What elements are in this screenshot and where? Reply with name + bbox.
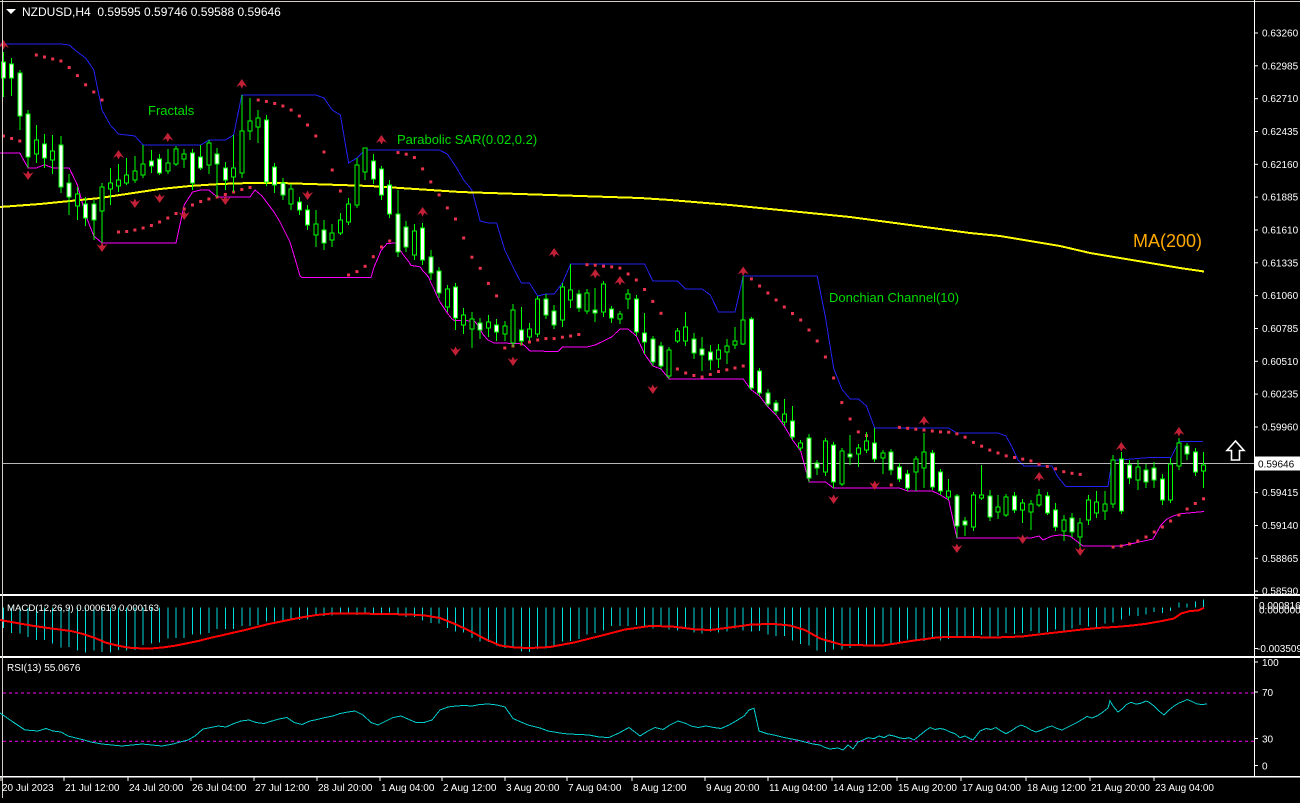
svg-text:70: 70	[1262, 688, 1274, 699]
svg-text:MACD(12,26,9) 0.000619 0.00016: MACD(12,26,9) 0.000619 0.000163	[7, 603, 159, 614]
svg-text:28 Jul 20:00: 28 Jul 20:00	[318, 783, 373, 794]
svg-text:0.59140: 0.59140	[1262, 521, 1299, 532]
svg-text:0.000000: 0.000000	[1259, 606, 1300, 617]
svg-text:-0.003509: -0.003509	[1257, 644, 1300, 655]
svg-text:100: 100	[1262, 658, 1279, 669]
svg-text:0.59960: 0.59960	[1262, 423, 1299, 434]
svg-text:Donchian Channel(10): Donchian Channel(10)	[829, 290, 959, 305]
svg-text:23 Aug 04:00: 23 Aug 04:00	[1155, 783, 1214, 794]
svg-text:0.59415: 0.59415	[1262, 488, 1299, 499]
svg-text:0.61060: 0.61060	[1262, 291, 1299, 302]
svg-text:RSI(13) 55.0676: RSI(13) 55.0676	[7, 663, 81, 674]
svg-text:Fractals: Fractals	[148, 103, 195, 118]
svg-text:20 Jul 2023: 20 Jul 2023	[2, 783, 54, 794]
svg-text:21 Jul 12:00: 21 Jul 12:00	[65, 783, 120, 794]
svg-text:0.000816: 0.000816	[1259, 601, 1300, 612]
svg-text:15 Aug 20:00: 15 Aug 20:00	[898, 783, 957, 794]
svg-text:0.60785: 0.60785	[1262, 324, 1299, 335]
svg-text:3 Aug 20:00: 3 Aug 20:00	[506, 783, 560, 794]
svg-text:1 Aug 04:00: 1 Aug 04:00	[381, 783, 435, 794]
svg-text:27 Jul 12:00: 27 Jul 12:00	[255, 783, 310, 794]
svg-text:21 Aug 20:00: 21 Aug 20:00	[1091, 783, 1150, 794]
svg-text:Parabolic SAR(0.02,0.2): Parabolic SAR(0.02,0.2)	[397, 132, 537, 147]
svg-text:0.61885: 0.61885	[1262, 193, 1299, 204]
svg-text:24 Jul 20:00: 24 Jul 20:00	[129, 783, 184, 794]
svg-text:30: 30	[1262, 735, 1274, 746]
svg-text:0.61335: 0.61335	[1262, 258, 1299, 269]
svg-text:9 Aug 20:00: 9 Aug 20:00	[706, 783, 760, 794]
svg-text:MA(200): MA(200)	[1133, 231, 1202, 251]
svg-text:0.62160: 0.62160	[1262, 160, 1299, 171]
svg-text:0.63260: 0.63260	[1262, 29, 1299, 40]
svg-text:2 Aug 12:00: 2 Aug 12:00	[443, 783, 497, 794]
svg-text:0: 0	[1262, 762, 1268, 773]
svg-text:0.62435: 0.62435	[1262, 127, 1299, 138]
svg-text:8 Aug 12:00: 8 Aug 12:00	[633, 783, 687, 794]
svg-text:0.58865: 0.58865	[1262, 554, 1299, 565]
svg-text:14 Aug 12:00: 14 Aug 12:00	[833, 783, 892, 794]
svg-text:11 Aug 04:00: 11 Aug 04:00	[769, 783, 828, 794]
svg-text:26 Jul 04:00: 26 Jul 04:00	[192, 783, 247, 794]
svg-text:18 Aug 12:00: 18 Aug 12:00	[1027, 783, 1086, 794]
svg-text:0.60510: 0.60510	[1262, 357, 1299, 368]
svg-text:NZDUSD,H4 0.59595 0.59746 0.5: NZDUSD,H4 0.59595 0.59746 0.59588 0.5964…	[22, 5, 281, 19]
svg-text:0.62985: 0.62985	[1262, 61, 1299, 72]
svg-text:0.62710: 0.62710	[1262, 94, 1299, 105]
svg-text:0.58590: 0.58590	[1262, 587, 1299, 598]
svg-text:7 Aug 04:00: 7 Aug 04:00	[568, 783, 622, 794]
svg-text:0.61610: 0.61610	[1262, 226, 1299, 237]
svg-text:17 Aug 04:00: 17 Aug 04:00	[962, 783, 1021, 794]
svg-text:0.60235: 0.60235	[1262, 390, 1299, 401]
svg-text:0.59646: 0.59646	[1258, 460, 1295, 471]
